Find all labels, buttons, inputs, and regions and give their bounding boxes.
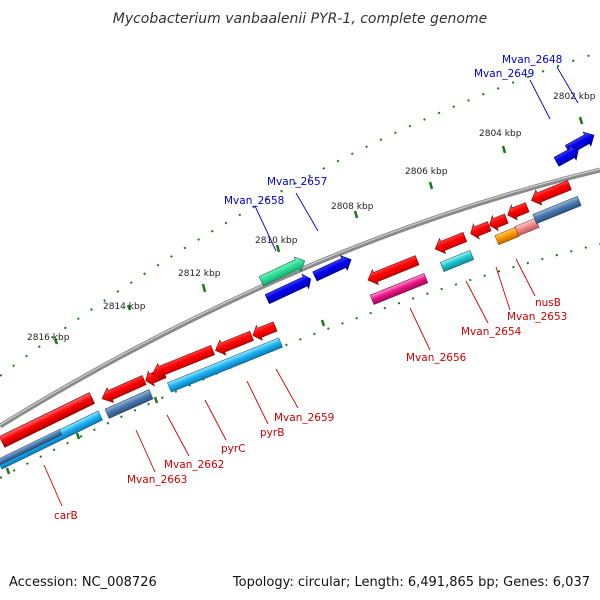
gene-label-mvan-2649: Mvan_2649 <box>474 68 534 80</box>
forward-leader-lines <box>254 66 579 252</box>
gene-mvan-2654-cyan[interactable] <box>439 249 475 273</box>
gene-orange[interactable] <box>494 226 520 246</box>
gene-mvan-2658[interactable] <box>258 254 308 289</box>
accession-text: Accession: NC_008726 <box>9 575 157 590</box>
gene-label-mvan-2663: Mvan_2663 <box>127 474 187 486</box>
gene-pyr-cyan[interactable] <box>167 337 283 393</box>
gene-nusB[interactable] <box>487 211 510 233</box>
gene-pyrB[interactable] <box>212 328 254 357</box>
gene-red-c[interactable] <box>528 178 572 208</box>
scale-label-2804: 2804 kbp <box>479 129 522 139</box>
gene-label-nusB: nusB <box>535 297 561 309</box>
gene-label-mvan-2654: Mvan_2654 <box>461 326 522 338</box>
gene-red-a[interactable] <box>0 392 95 448</box>
scale-label-2814: 2814 kbp <box>103 302 146 312</box>
gene-salmon[interactable] <box>514 217 540 237</box>
gene-mvan-2656[interactable] <box>365 253 420 288</box>
gene-label-mvan-2659: Mvan_2659 <box>274 412 334 424</box>
inner-scale-track <box>0 243 600 479</box>
scale-label-2816: 2816 kbp <box>27 333 70 343</box>
gene-mvan-2659[interactable] <box>250 319 278 343</box>
gene-label-mvan-2658: Mvan_2658 <box>224 195 284 207</box>
outer-major-ticks <box>53 116 584 345</box>
genome-backbone-highlight <box>0 168 600 426</box>
gene-pyrC[interactable] <box>149 343 215 382</box>
scale-label-2810: 2810 kbp <box>255 236 298 246</box>
gene-label-mvan-2648: Mvan_2648 <box>502 54 562 66</box>
gene-label-mvan-2657: Mvan_2657 <box>267 176 327 188</box>
gene-label-pyrB: pyrB <box>260 427 284 439</box>
gene-carB-steel[interactable] <box>0 429 63 465</box>
gene-label-mvan-2662: Mvan_2662 <box>164 459 224 471</box>
gene-mvan-2657[interactable] <box>311 252 354 283</box>
gene-mvan-2653[interactable] <box>468 219 493 241</box>
gene-mvan-2654[interactable] <box>432 230 468 257</box>
scale-label-2808: 2808 kbp <box>331 202 374 212</box>
gene-label-carB: carB <box>54 510 78 522</box>
scale-label-2806: 2806 kbp <box>405 167 448 177</box>
gene-mvan-2663[interactable] <box>99 373 148 406</box>
scale-label-2812: 2812 kbp <box>178 269 221 279</box>
gene-steel-right[interactable] <box>532 195 582 225</box>
gene-mvan-2663-lower[interactable] <box>104 389 154 419</box>
gene-label-mvan-2653: Mvan_2653 <box>507 311 567 323</box>
gene-label-mvan-2656: Mvan_2656 <box>406 352 467 364</box>
gene-mvan-2656-pink[interactable] <box>369 273 429 305</box>
topology-text: Topology: circular; Length: 6,491,865 bp… <box>232 575 590 590</box>
gene-forward-extra[interactable] <box>264 272 314 307</box>
gene-red-b[interactable] <box>505 200 530 223</box>
gene-mvan-2649[interactable] <box>553 143 583 169</box>
gene-label-pyrC: pyrC <box>221 443 246 455</box>
reverse-leader-lines <box>43 258 536 507</box>
map-title: Mycobacterium vanbaalenii PYR-1, complet… <box>113 11 488 27</box>
